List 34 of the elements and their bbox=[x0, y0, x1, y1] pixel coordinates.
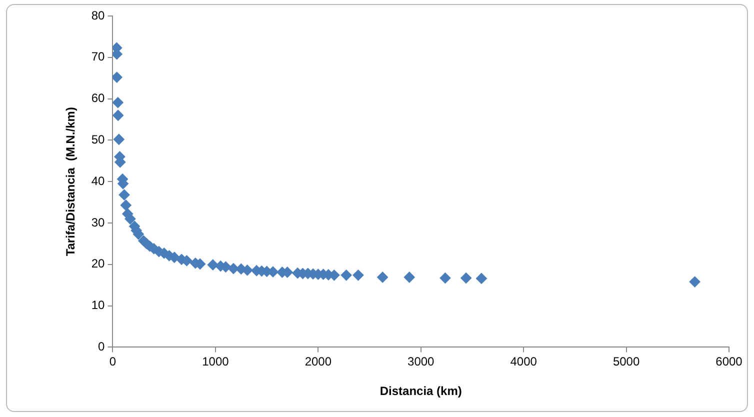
y-tick-label: 20 bbox=[91, 256, 106, 271]
point bbox=[476, 272, 487, 284]
y-tick-label: 40 bbox=[91, 174, 106, 188]
x-axis-title: Distancia (km) bbox=[380, 384, 462, 398]
point bbox=[112, 97, 124, 108]
point bbox=[352, 270, 364, 281]
point bbox=[340, 270, 352, 281]
x-tick-label: 5000 bbox=[612, 354, 640, 369]
point bbox=[113, 134, 124, 145]
y-tick-label: 50 bbox=[91, 132, 106, 147]
point bbox=[120, 200, 132, 211]
point bbox=[440, 272, 451, 284]
x-tick-label: 4000 bbox=[510, 354, 538, 369]
point bbox=[404, 272, 415, 283]
point bbox=[377, 272, 388, 283]
y-tick-label: 0 bbox=[98, 340, 106, 354]
y-tick-label: 60 bbox=[91, 91, 106, 106]
point bbox=[207, 259, 218, 270]
x-tick-label: 0 bbox=[109, 354, 116, 369]
y-tick-label: 70 bbox=[91, 50, 106, 64]
y-tick-label: 10 bbox=[91, 298, 106, 312]
point bbox=[118, 189, 130, 200]
point bbox=[112, 72, 122, 83]
point bbox=[112, 110, 124, 121]
x-tick-label: 2000 bbox=[304, 354, 332, 369]
x-tick-label: 1000 bbox=[202, 354, 230, 369]
point bbox=[460, 272, 472, 284]
y-tick-label: 30 bbox=[91, 215, 106, 230]
point bbox=[689, 276, 700, 288]
y-tick-label: 80 bbox=[91, 8, 106, 22]
x-tick-label: 3000 bbox=[408, 354, 435, 369]
y-axis-title: Tarifa/Distancia (M.N./km) bbox=[64, 107, 78, 256]
x-tick-label: 6000 bbox=[716, 354, 743, 369]
point bbox=[228, 263, 239, 274]
